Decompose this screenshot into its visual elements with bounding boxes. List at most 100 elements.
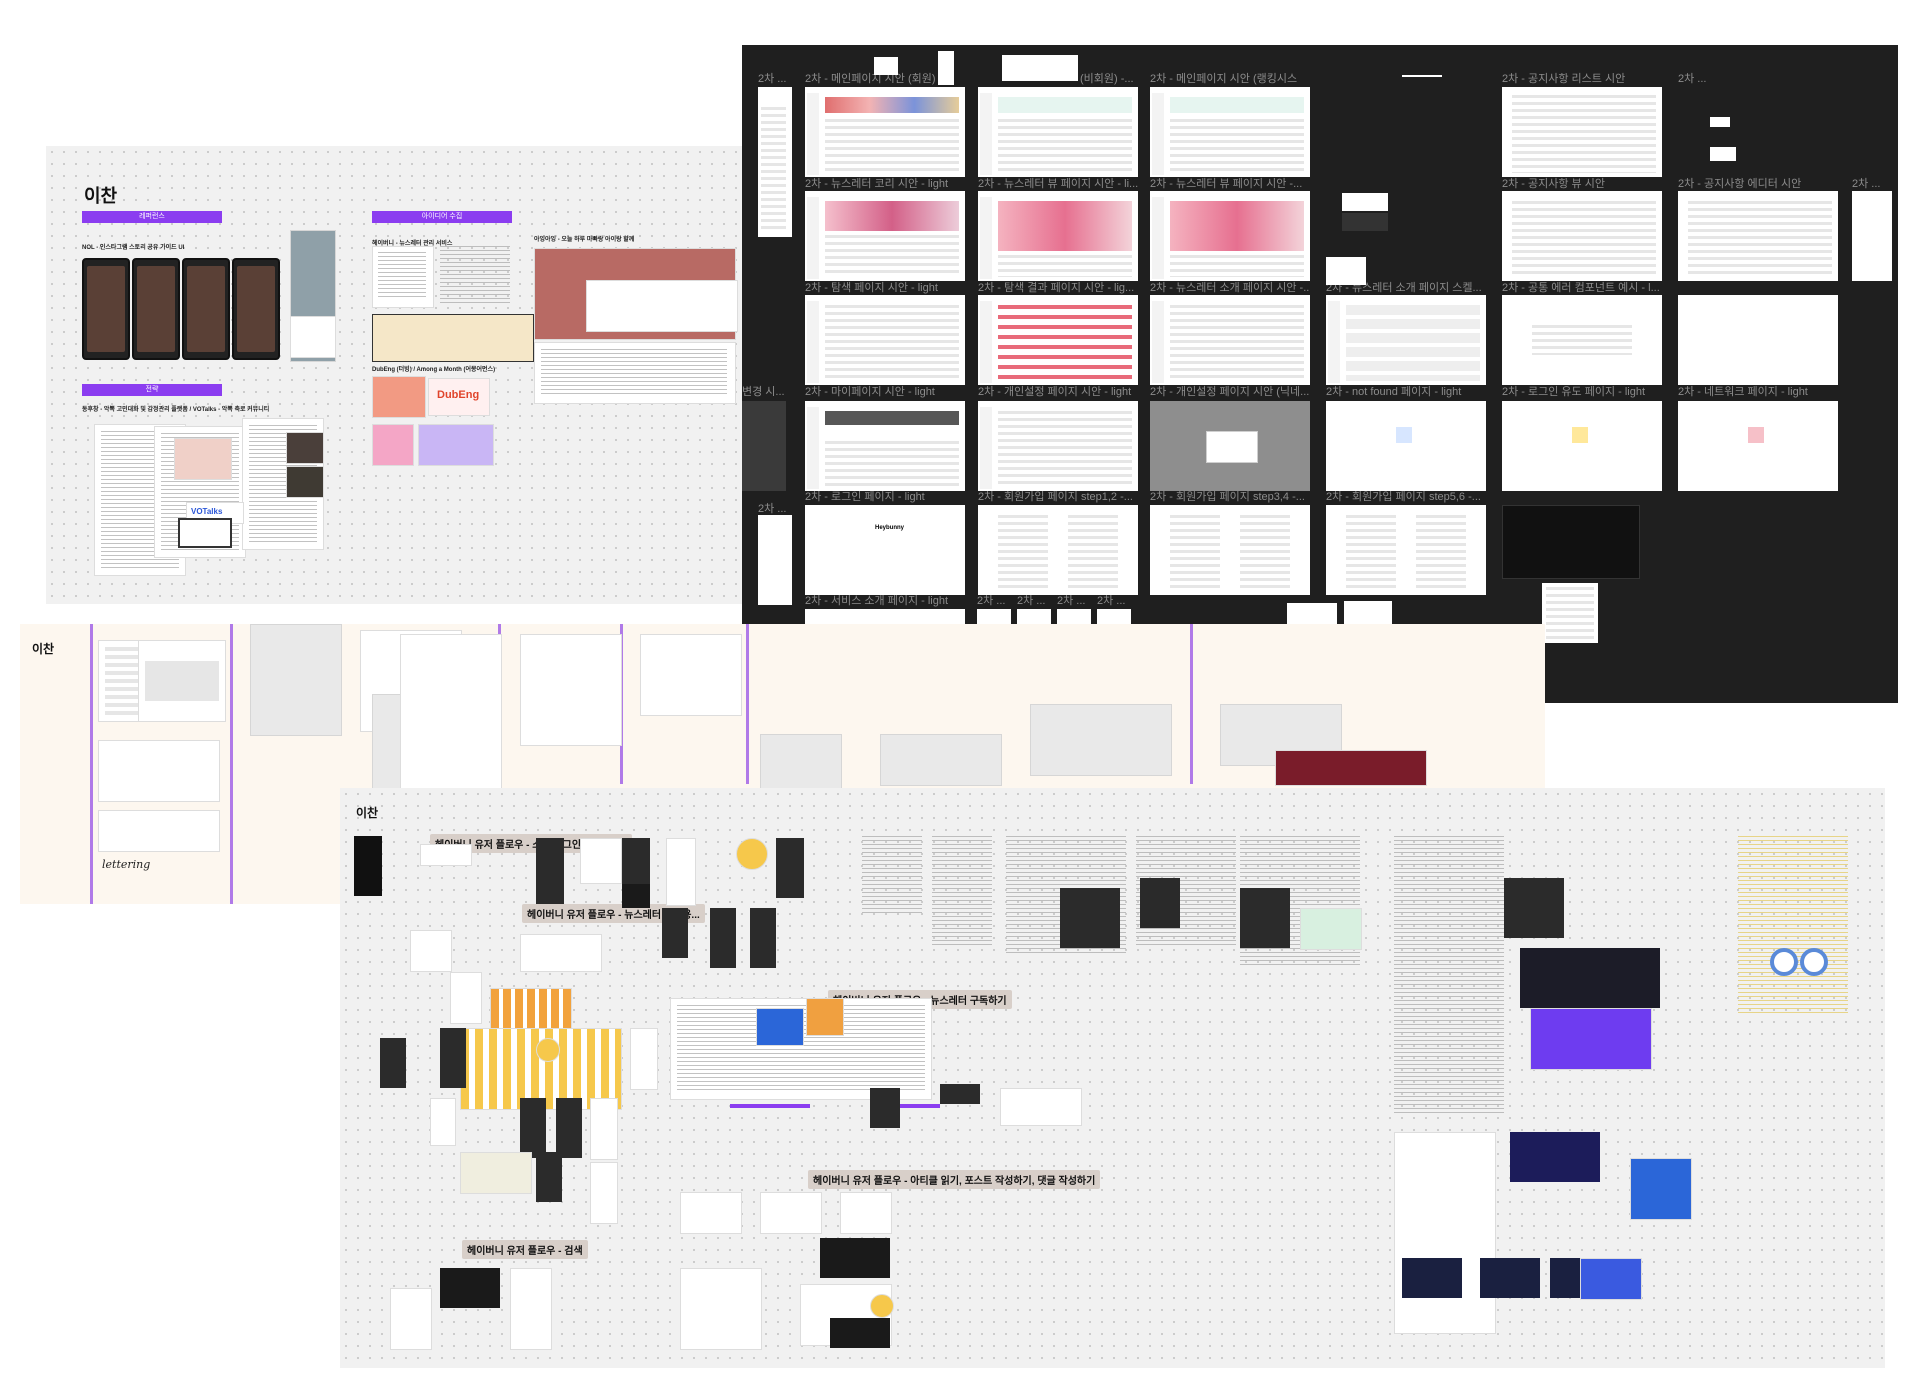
frame-label: 2차 ...	[977, 595, 1006, 607]
flow-screen	[390, 1288, 432, 1350]
frame-thumbnail[interactable]	[742, 401, 786, 491]
votalks-dialog	[178, 518, 232, 548]
frame-thumbnail[interactable]	[1150, 191, 1310, 281]
frame-thumbnail[interactable]	[938, 51, 954, 85]
aing-collage	[586, 280, 738, 332]
design-board-dark[interactable]: 2차 ... 2차 - 메인페이지 시안 (회원) (비회원) -... 2차 …	[742, 45, 1898, 703]
phone-mock	[132, 258, 180, 360]
frame-label: 2차 - 뉴스레터 코리 시안 - light	[805, 178, 949, 190]
flow-emoji	[736, 838, 768, 870]
votalks-dark	[286, 432, 324, 464]
caption-heybunny: 헤이버니 - 뉴스레터 관리 서비스	[372, 241, 453, 247]
flow-screen	[580, 838, 622, 884]
among-card	[372, 424, 414, 466]
flow-screen	[940, 1084, 980, 1104]
wireframe-banner	[1275, 750, 1427, 786]
frame-thumbnail[interactable]	[1678, 191, 1838, 281]
frame-thumbnail[interactable]: Heybunny	[805, 505, 965, 595]
frame-label: 2차 - 네트워크 페이지 - light	[1678, 386, 1808, 398]
frame-label: 2차 - 공지사항 뷰 시안	[1502, 178, 1605, 190]
frame-label: 2차 - 뉴스레터 뷰 페이지 시안 - li...	[978, 178, 1138, 190]
wireframe-section	[98, 810, 220, 852]
frame-thumbnail[interactable]	[978, 295, 1138, 385]
flow-screen	[666, 838, 696, 906]
frame-thumbnail[interactable]	[805, 295, 965, 385]
frame-thumbnail[interactable]	[1002, 55, 1078, 81]
frame-label: 2차 - 공지사항 리스트 시안	[1502, 73, 1626, 85]
flow-screen	[354, 836, 382, 896]
flow-screen	[510, 1268, 552, 1350]
frame-thumbnail[interactable]	[1326, 295, 1486, 385]
flow-screen	[440, 1028, 466, 1088]
frame-thumbnail[interactable]	[1326, 401, 1486, 491]
board-title: 이찬	[356, 806, 379, 820]
frame-label: 2차 - 공통 에러 컴포넌트 예시 - l...	[1502, 282, 1660, 294]
user-flow-board[interactable]: 이찬 헤이버니 유저 플로우 - 소셜 로그인 (회원가입) 헤이버니 유저 플…	[340, 788, 1885, 1368]
frame-thumbnail[interactable]	[978, 401, 1138, 491]
flow-screen	[590, 1162, 618, 1224]
frame-label: 2차 - 뉴스레터 소개 페이지 시안 -...	[1150, 282, 1310, 294]
frame-thumbnail[interactable]	[1710, 117, 1730, 127]
frame-thumbnail[interactable]	[1502, 87, 1662, 177]
frame-thumbnail[interactable]	[805, 191, 965, 281]
frame-thumbnail[interactable]	[1150, 295, 1310, 385]
frame-thumbnail[interactable]	[758, 87, 792, 237]
frame-thumbnail[interactable]	[1342, 193, 1388, 211]
doc-screenshot	[1140, 878, 1180, 928]
wireframe-page	[1030, 704, 1172, 776]
frame-thumbnail[interactable]	[1150, 87, 1310, 177]
frame-thumbnail[interactable]	[1710, 147, 1736, 161]
frame-thumbnail[interactable]	[758, 515, 792, 605]
lane-divider	[90, 624, 93, 904]
phone-mock	[232, 258, 280, 360]
frame-thumbnail[interactable]	[805, 87, 965, 177]
frame-thumbnail[interactable]	[1542, 583, 1598, 643]
among-grid	[418, 424, 494, 466]
frame-thumbnail[interactable]	[1502, 401, 1662, 491]
wireframe-page	[138, 640, 226, 722]
lane-divider	[746, 624, 749, 784]
frame-label: 2차 ...	[1678, 73, 1707, 85]
frame-thumbnail[interactable]	[1150, 401, 1310, 491]
ui-strip	[372, 314, 534, 362]
doc-sheet	[1394, 836, 1504, 1116]
flow-screen	[776, 838, 804, 898]
doc-screenshot	[1630, 1158, 1692, 1220]
flow-title-subscribe-partial: 헤이버니 유저 플로우 - 뉴스레터 구독용...	[522, 904, 705, 923]
wireframe-page	[400, 634, 502, 796]
board-title: 이찬	[32, 642, 55, 656]
flow-screen	[590, 1098, 618, 1160]
accent-bar	[730, 1104, 810, 1108]
frame-thumbnail[interactable]	[1502, 295, 1662, 385]
frame-thumbnail[interactable]	[1678, 401, 1838, 491]
frame-thumbnail[interactable]	[1150, 505, 1310, 595]
frame-thumbnail[interactable]	[1502, 505, 1640, 579]
dubeng-logo: DubEng	[437, 389, 480, 401]
frame-thumbnail[interactable]	[978, 191, 1138, 281]
frame-thumbnail[interactable]	[1678, 295, 1838, 385]
frame-label: 2차 - 회원가입 페이지 step1,2 -...	[978, 491, 1133, 503]
frame-thumbnail[interactable]	[978, 87, 1138, 177]
reference-board[interactable]: 이찬 레퍼런스 아이디어 수집 전략 NOL - 인스타그램 스토리 공유 가이…	[46, 146, 746, 604]
wireframe-board[interactable]: 이찬 lettering	[20, 624, 1545, 904]
frame-thumbnail[interactable]	[1342, 213, 1388, 231]
reference-screenshot	[290, 316, 336, 358]
frame-thumbnail[interactable]	[1852, 191, 1892, 281]
frame-thumbnail[interactable]	[874, 57, 898, 75]
doc-screenshot	[1480, 1258, 1540, 1298]
flow-screen	[680, 1268, 762, 1350]
web-screenshot	[534, 342, 736, 404]
frame-label: 2차 - 뉴스레터 소개 페이지 스켈...	[1326, 282, 1482, 294]
frame-label: 2차 ...	[1017, 595, 1046, 607]
accent-bar	[880, 1104, 940, 1108]
frame-thumbnail[interactable]	[1326, 505, 1486, 595]
flow-screen	[630, 1028, 658, 1090]
frame-thumbnail[interactable]	[978, 505, 1138, 595]
flow-screen	[520, 934, 602, 972]
sticky-notes	[372, 246, 434, 308]
frame-thumbnail[interactable]	[1502, 191, 1662, 281]
flow-screen	[662, 908, 688, 958]
frame-thumbnail[interactable]	[1326, 257, 1366, 285]
frame-thumbnail[interactable]	[805, 401, 965, 491]
caption-nol: NOL - 인스타그램 스토리 공유 가이드 UI	[82, 245, 185, 251]
